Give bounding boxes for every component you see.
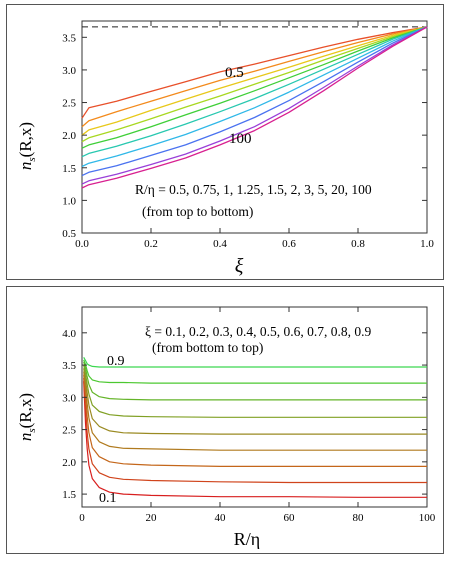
top-x-tick-label: 0.4 xyxy=(213,238,227,250)
bot-series-line-4 xyxy=(83,371,427,451)
bottom-x-axis-label: R/η xyxy=(234,529,260,549)
bot-series-line-2 xyxy=(83,377,427,484)
top-plot-frame xyxy=(81,20,428,234)
bottom-annotation-bottom-label: 0.1 xyxy=(99,491,117,506)
top-series-line-9 xyxy=(81,26,428,185)
top-series-line-1 xyxy=(81,26,428,119)
bot-series-line-5 xyxy=(83,368,427,435)
bot-y-tick-label: 3.0 xyxy=(62,392,76,404)
bottom-y-axis-label-sub: s xyxy=(26,428,38,432)
bottom-y-axis-label: ns(R,x) xyxy=(16,393,38,441)
top-y-tick-label: 1.5 xyxy=(62,163,76,175)
bottom-y-axis-label-main: n xyxy=(16,433,35,442)
top-y-tick-label: 1.0 xyxy=(62,195,76,207)
top-series-line-3 xyxy=(81,26,428,136)
bottom-chart: 0 20 40 60 80 100 1.5 2.0 2.5 3.0 3.5 4.0 ξ = 0.1,… xyxy=(16,306,436,549)
top-series-line-7 xyxy=(81,26,428,168)
top-x-tick-label: 0.0 xyxy=(75,238,89,250)
bot-plot-border xyxy=(81,306,428,508)
top-series-group xyxy=(81,26,428,189)
bot-series-line-7 xyxy=(83,361,427,401)
top-y-tick-label: 3.5 xyxy=(62,32,76,44)
top-legend-line2: (from top to bottom) xyxy=(142,204,253,219)
bot-x-tick-label: 20 xyxy=(146,512,158,524)
bot-y-tick-label: 2.5 xyxy=(62,425,76,437)
bot-x-tick-label: 80 xyxy=(353,512,365,524)
bot-x-tick-label: 0 xyxy=(79,512,85,524)
top-series-line-10 xyxy=(81,26,428,189)
top-y-tick-label: 3.0 xyxy=(62,65,76,77)
top-y-axis-label: ns(R,x) xyxy=(16,122,38,170)
top-annotation-top-label: 0.5 xyxy=(225,65,244,81)
top-series-line-4 xyxy=(81,26,428,143)
bot-series-line-9 xyxy=(83,357,427,368)
top-y-axis-label-sub: s xyxy=(26,157,38,161)
bottom-x-ticks: 0 20 40 60 80 100 xyxy=(79,307,436,524)
bottom-y-ticks: 1.5 2.0 2.5 3.0 3.5 4.0 xyxy=(62,328,427,501)
top-x-tick-label: 0.8 xyxy=(351,238,365,250)
top-legend-line1: R/η = 0.5, 0.75, 1, 1.25, 1.5, 2, 3, 5, … xyxy=(135,182,372,197)
top-series-line-5 xyxy=(81,26,428,149)
top-y-axis-label-main: n xyxy=(16,162,35,171)
bot-x-tick-label: 60 xyxy=(284,512,296,524)
top-y-ticks: 0.5 1.0 1.5 2.0 2.5 3.0 3.5 xyxy=(62,32,427,240)
bottom-annotation-top-label: 0.9 xyxy=(107,354,125,369)
bottom-chart-panel: 0 20 40 60 80 100 1.5 2.0 2.5 3.0 3.5 4.0 ξ = 0.1,… xyxy=(6,286,444,554)
top-series-line-8 xyxy=(81,26,428,177)
bottom-plot-frame xyxy=(81,306,428,508)
top-y-tick-label: 2.5 xyxy=(62,98,76,110)
bot-y-tick-label: 2.0 xyxy=(62,457,76,469)
top-x-ticks: 0.0 0.2 0.4 0.6 0.8 1.0 xyxy=(75,21,434,250)
bot-series-line-8 xyxy=(83,359,427,384)
top-y-tick-label: 0.5 xyxy=(62,228,76,240)
bot-y-tick-label: 1.5 xyxy=(62,489,76,501)
top-x-axis-label: ξ xyxy=(235,255,244,277)
bot-x-tick-label: 100 xyxy=(419,512,436,524)
top-x-tick-label: 1.0 xyxy=(420,238,434,250)
bot-series-line-6 xyxy=(83,364,427,418)
bottom-y-axis-label-rest: (R,x) xyxy=(16,393,35,428)
top-series-line-6 xyxy=(81,26,428,158)
top-annotation-bottom-label: 100 xyxy=(229,131,252,147)
top-series-line-2 xyxy=(81,26,428,128)
top-y-axis-label-rest: (R,x) xyxy=(16,122,35,157)
top-plot-border xyxy=(81,20,428,234)
top-x-tick-label: 0.2 xyxy=(144,238,158,250)
top-chart: 0.0 0.2 0.4 0.6 0.8 1.0 0.5 1.0 1.5 2.0 2.5 3.0 3.5… xyxy=(16,20,434,277)
bot-y-tick-label: 4.0 xyxy=(62,328,76,340)
bottom-legend-line2: (from bottom to top) xyxy=(152,340,263,355)
bot-series-line-1 xyxy=(83,381,427,498)
top-x-tick-label: 0.6 xyxy=(282,238,296,250)
top-chart-panel: 0.0 0.2 0.4 0.6 0.8 1.0 0.5 1.0 1.5 2.0 2.5 3.0 3.5… xyxy=(6,4,444,280)
bot-x-tick-label: 40 xyxy=(215,512,227,524)
bot-y-tick-label: 3.5 xyxy=(62,360,76,372)
bot-series-line-3 xyxy=(83,374,427,467)
bottom-legend-line1: ξ = 0.1, 0.2, 0.3, 0.4, 0.5, 0.6, 0.7, 0… xyxy=(145,324,372,339)
top-y-tick-label: 2.0 xyxy=(62,130,76,142)
bottom-series-group xyxy=(83,357,427,498)
